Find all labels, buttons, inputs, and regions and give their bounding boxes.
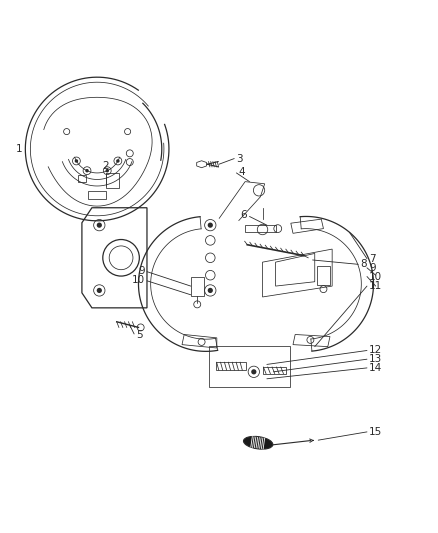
Bar [318,265,329,285]
Text: 12: 12 [369,345,382,356]
Text: 10: 10 [132,276,145,286]
Text: 5: 5 [136,330,143,340]
Text: 3: 3 [237,154,243,164]
Circle shape [74,159,78,163]
Bar [209,346,290,387]
Text: 15: 15 [369,427,382,437]
Text: 4: 4 [239,167,245,176]
Bar [191,277,204,296]
Circle shape [97,223,102,228]
Circle shape [97,288,102,293]
Text: 2: 2 [102,161,109,172]
Text: 9: 9 [369,263,376,273]
Ellipse shape [244,437,273,449]
Circle shape [106,169,109,172]
Text: 8: 8 [360,260,367,269]
Circle shape [116,159,120,163]
Circle shape [251,369,256,375]
Circle shape [85,169,89,172]
Bar [262,367,286,374]
Bar [216,362,246,370]
Text: 9: 9 [138,266,145,276]
Text: 11: 11 [369,281,382,291]
Text: 1: 1 [16,144,22,154]
Text: 6: 6 [240,210,247,220]
Circle shape [208,288,213,293]
Text: 10: 10 [369,271,382,281]
Bar [88,191,106,199]
Text: 13: 13 [369,354,382,364]
Text: 7: 7 [369,254,376,264]
Circle shape [208,223,213,228]
Text: 14: 14 [369,363,382,373]
